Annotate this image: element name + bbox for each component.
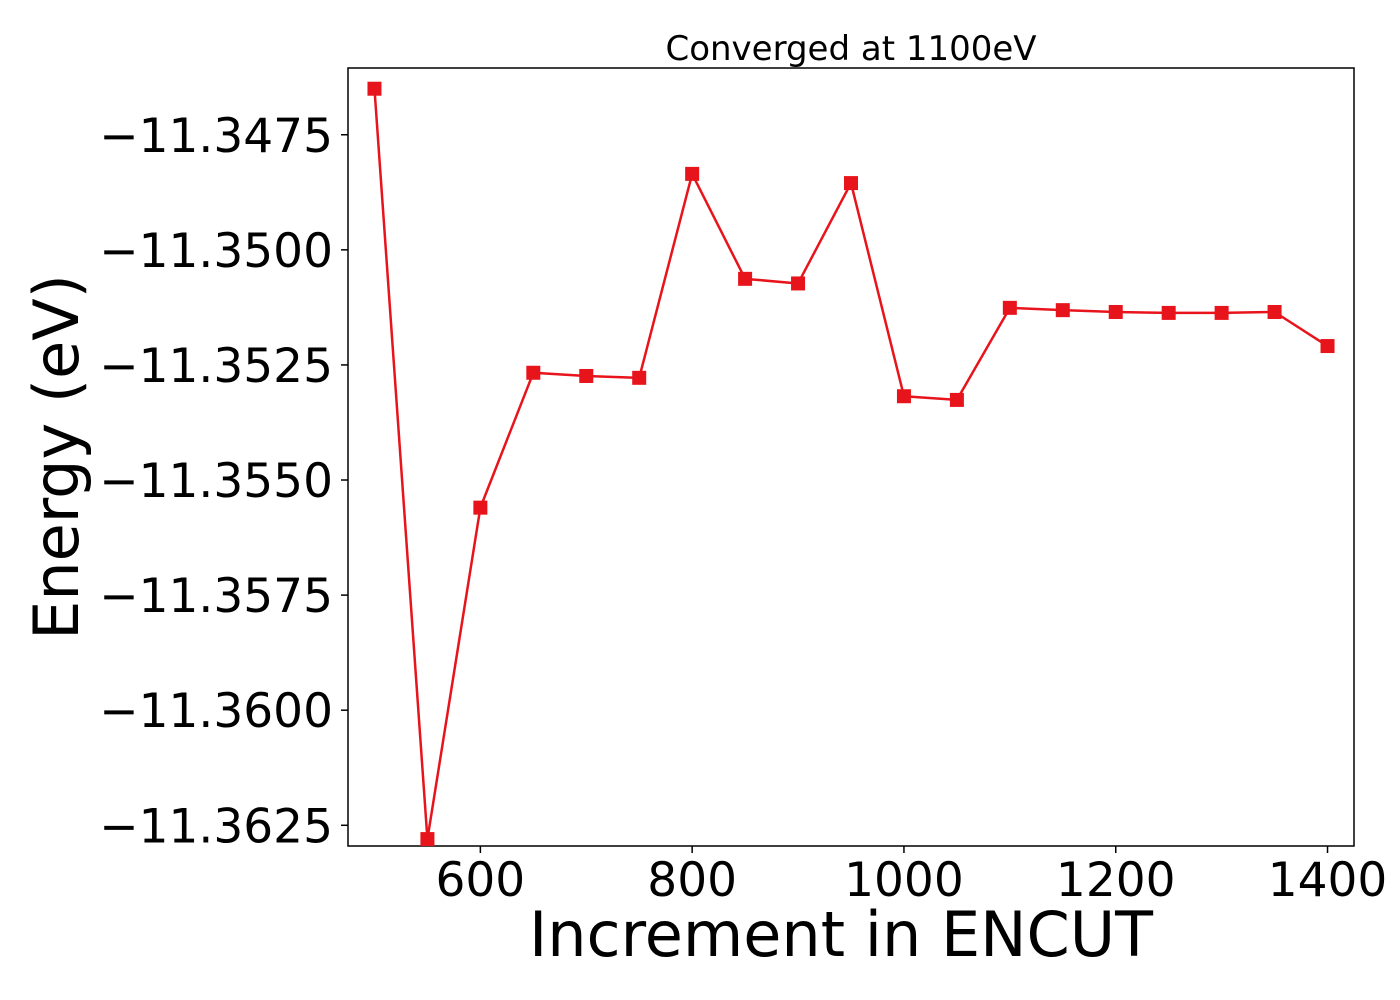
data-point-marker — [1267, 304, 1282, 319]
data-point-marker — [738, 271, 753, 286]
data-point-marker — [1161, 305, 1176, 320]
y-tick-label: −11.3475 — [99, 109, 333, 164]
chart-title: Converged at 1100eV — [665, 29, 1036, 69]
y-tick-label: −11.3500 — [99, 224, 333, 279]
data-point-marker — [844, 176, 858, 191]
y-tick-label: −11.3625 — [99, 799, 333, 854]
data-point-marker — [420, 832, 435, 847]
data-point-marker — [632, 370, 647, 385]
y-tick-label: −11.3525 — [99, 339, 333, 394]
data-point-marker — [526, 365, 541, 380]
data-point-marker — [896, 389, 911, 404]
y-axis-label: Energy (eV) — [20, 274, 93, 640]
x-tick-label: 1200 — [1056, 853, 1176, 908]
data-point-marker — [1108, 304, 1123, 319]
x-tick-label: 1400 — [1268, 853, 1388, 908]
x-axis-ticks: 600 800 1000 1200 1400 — [436, 846, 1388, 908]
plot-area — [347, 67, 1355, 847]
data-point-marker — [949, 392, 964, 407]
data-point-marker — [579, 368, 594, 383]
data-point-marker — [1214, 305, 1229, 320]
y-tick-label: −11.3600 — [99, 684, 333, 739]
data-point-marker — [473, 500, 488, 515]
y-tick-label: −11.3550 — [99, 454, 333, 509]
data-point-marker — [1320, 339, 1335, 354]
data-point-marker — [367, 81, 382, 96]
data-point-marker — [685, 166, 700, 181]
data-point-marker — [1055, 303, 1070, 318]
x-axis-label: Increment in ENCUT — [529, 898, 1154, 971]
data-point-marker — [1002, 300, 1017, 315]
x-tick-label: 600 — [436, 853, 526, 908]
x-tick-label: 1000 — [844, 853, 964, 908]
series-layer — [367, 81, 1335, 847]
y-axis-ticks: −11.3475 −11.3500 −11.3525 −11.3550 −11.3575… — [99, 109, 348, 854]
y-tick-label: −11.3575 — [99, 569, 333, 624]
x-tick-label: 800 — [647, 853, 737, 908]
data-point-marker — [791, 276, 806, 291]
